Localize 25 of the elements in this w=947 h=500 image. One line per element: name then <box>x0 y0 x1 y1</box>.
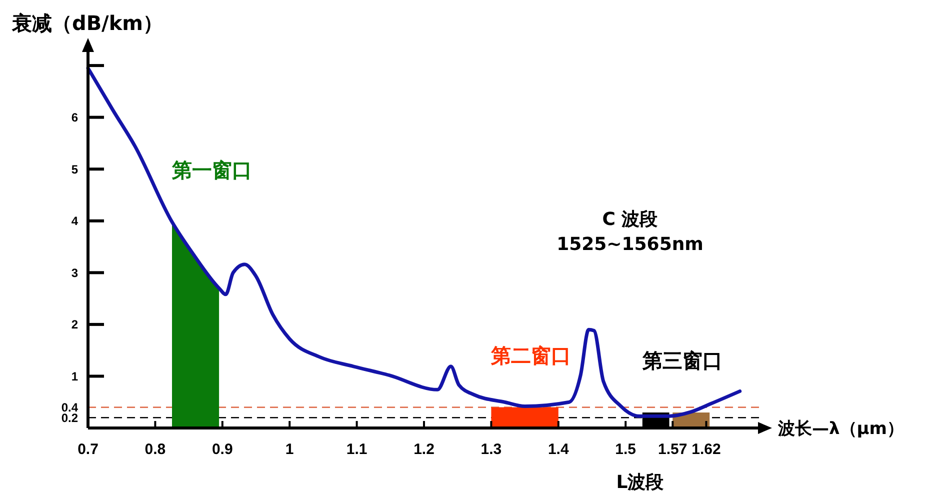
y-axis-title: 衰减（dB/km） <box>11 11 164 35</box>
x-tick-label: 1.57 <box>658 441 688 458</box>
x-tick-label: 1.5 <box>615 441 636 458</box>
series-label: 第二窗口 <box>490 343 572 368</box>
x-tick-label: 1.3 <box>480 441 502 458</box>
x-tick-label: 1.62 <box>692 441 721 458</box>
y-tick-label: 3 <box>71 266 78 280</box>
x-tick-label: 1.4 <box>548 441 570 458</box>
y-tick-label: 1 <box>71 369 78 384</box>
y-tick-label: 4 <box>71 214 78 228</box>
y-tick-label: 6 <box>71 110 78 125</box>
annotation: C 波段 1525~1565nm <box>556 209 704 255</box>
x-tick-label: 0.9 <box>212 441 233 458</box>
x-axis-title: 波长—λ（μm） <box>777 419 904 439</box>
text: L波段 <box>616 472 665 493</box>
x-tick-label: 0.8 <box>144 441 166 458</box>
x-tick-label: 0.7 <box>78 441 98 458</box>
series-label: 第三窗口 <box>641 348 722 372</box>
y-tick-label: 2 <box>71 318 78 332</box>
y-tick-label: 5 <box>71 162 78 176</box>
x-tick-label: 1.1 <box>346 441 368 458</box>
line-series <box>86 66 742 418</box>
x-tick-label: 1.2 <box>414 441 434 458</box>
series-label: 第一窗口 <box>171 158 252 182</box>
x-tick-label: 1 <box>285 441 294 458</box>
